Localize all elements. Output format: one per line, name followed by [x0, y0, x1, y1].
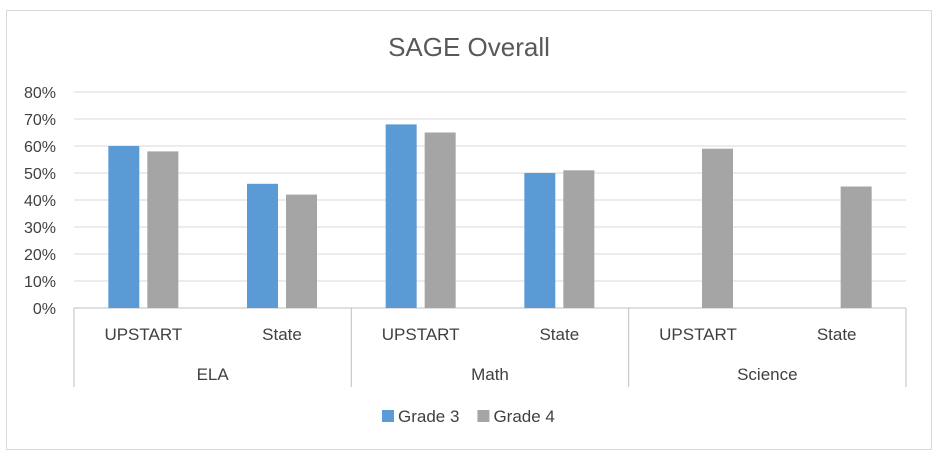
bar-grade-4 [840, 186, 872, 308]
y-tick-label: 20% [24, 247, 56, 264]
category-label: UPSTART [104, 325, 182, 344]
y-tick-label: 60% [24, 139, 56, 156]
y-tick-label: 50% [24, 166, 56, 183]
category-label: State [817, 325, 857, 344]
category-label: UPSTART [382, 325, 460, 344]
y-tick-label: 40% [24, 193, 56, 210]
bar-grade-4 [286, 194, 317, 308]
group-label: ELA [197, 365, 230, 384]
y-tick-label: 10% [24, 274, 56, 291]
bar-grade-4 [563, 170, 595, 308]
y-tick-label: 30% [24, 220, 56, 237]
y-tick-label: 80% [24, 85, 56, 102]
group-label: Science [737, 365, 797, 384]
gridlines [74, 91, 906, 309]
y-axis-ticks: 0% 10% 20% 30% 40% 50% 60% 70% 80% [24, 85, 56, 318]
bar-grade-4 [424, 132, 456, 308]
bar-grade-3 [247, 183, 278, 308]
category-label: State [262, 325, 302, 344]
legend-swatch [477, 410, 490, 422]
bar-grade-3 [524, 173, 556, 308]
legend: Grade 3 Grade 4 [382, 407, 555, 426]
bar-grade-3 [108, 146, 140, 308]
bars [108, 124, 872, 309]
legend-label: Grade 3 [398, 407, 459, 426]
legend-label: Grade 4 [493, 407, 554, 426]
x-axis: UPSTART State UPSTART State UPSTART State ELA M… [73, 308, 907, 387]
chart-title: SAGE Overall [388, 32, 550, 62]
y-tick-label: 70% [24, 112, 56, 129]
y-tick-label: 0% [33, 301, 56, 318]
category-label: State [539, 325, 579, 344]
bar-grade-3 [385, 124, 417, 309]
category-label: UPSTART [659, 325, 737, 344]
bar-grade-4 [147, 151, 179, 308]
legend-swatch [382, 410, 394, 422]
group-label: Math [471, 365, 509, 384]
bar-grade-4 [702, 148, 733, 308]
